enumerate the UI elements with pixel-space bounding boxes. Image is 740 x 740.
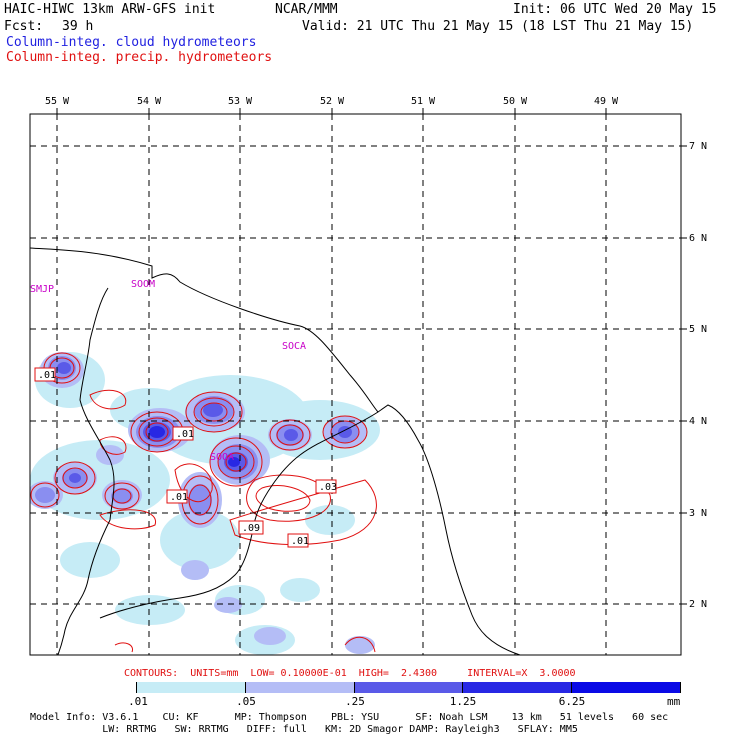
station-soca: SOCA [282, 341, 307, 352]
lon-label-54w: 54 W [137, 96, 162, 107]
lat-label-6n: 6 N [689, 233, 708, 244]
forecast-hour: 39 h [62, 19, 94, 34]
colorbar-bin [572, 682, 681, 693]
lon-label-53w: 53 W [228, 96, 253, 107]
model-info-line2: LW: RRTMG SW: RRTMG DIFF: full KM: 2D Sm… [30, 724, 578, 735]
colorbar-label: 6.25 [558, 695, 586, 708]
colorbar-label: .25 [345, 695, 365, 708]
hydrometeor-shading [30, 352, 380, 655]
station-smjp: SMJP [30, 284, 55, 295]
lon-label-55w: 55 W [45, 96, 70, 107]
contour-label: .01 [38, 370, 57, 381]
lat-label-4n: 4 N [689, 416, 708, 427]
lon-label-50w: 50 W [503, 96, 528, 107]
colorbar-label: .01 [128, 695, 148, 708]
init-time: Init: 06 UTC Wed 20 May 15 [513, 2, 717, 17]
colorbar-bin [355, 682, 463, 693]
station-soom: SOOM [131, 279, 156, 290]
lat-label-2n: 2 N [689, 599, 708, 610]
colorbar-bin [30, 682, 137, 693]
lon-label-52w: 52 W [320, 96, 345, 107]
colorbar-bin [463, 682, 572, 693]
org-label: NCAR/MMM [275, 2, 338, 17]
lon-label-51w: 51 W [411, 96, 436, 107]
lat-label-5n: 5 N [689, 324, 708, 335]
forecast-label: Fcst: [4, 19, 44, 34]
coastline [30, 247, 521, 655]
colorbar-bin [137, 682, 246, 693]
contour-label: .01 [291, 536, 310, 547]
lat-lon-grid [30, 114, 681, 655]
lon-label-49w: 49 W [594, 96, 619, 107]
cloud-field-title: Column-integ. cloud hydrometeors [6, 35, 257, 50]
lat-label-3n: 3 N [689, 508, 708, 519]
contour-label: .01 [170, 492, 189, 503]
contour-label: .03 [319, 482, 338, 493]
model-title: HAIC-HIWC 13km ARW-GFS init [4, 2, 216, 17]
axis-ticks [56, 108, 687, 605]
contour-label-boxes [34, 367, 337, 548]
colorbar-unit: mm [667, 695, 681, 708]
contour-label: .01 [176, 429, 195, 440]
precip-field-title: Column-integ. precip. hydrometeors [6, 50, 273, 65]
contour-info: CONTOURS: UNITS=mm LOW= 0.10000E-01 HIGH… [124, 668, 576, 679]
map-frame [29, 113, 682, 656]
contour-label: .09 [242, 523, 261, 534]
model-info-line1: Model Info: V3.6.1 CU: KF MP: Thompson P… [30, 712, 669, 723]
colorbar-label: 1.25 [449, 695, 477, 708]
colorbar-bin [246, 682, 355, 693]
station-sooa: SOOA [210, 452, 235, 463]
colorbar-label: .05 [236, 695, 256, 708]
lat-label-7n: 7 N [689, 141, 708, 152]
valid-time: Valid: 21 UTC Thu 21 May 15 (18 LST Thu … [302, 19, 694, 34]
